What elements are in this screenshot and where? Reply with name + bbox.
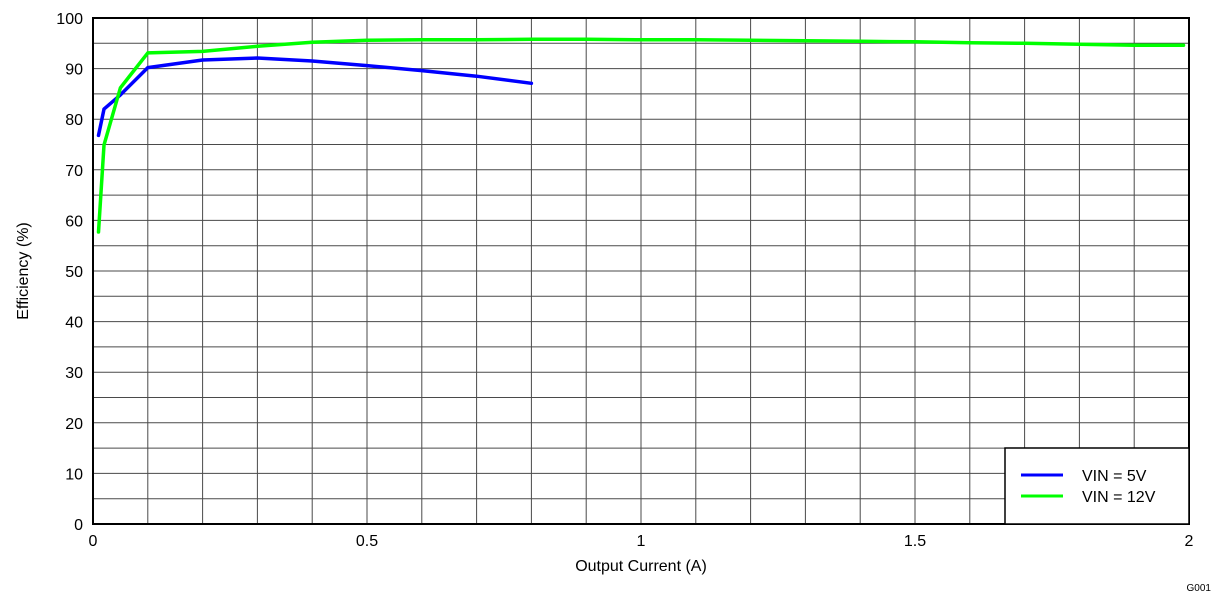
legend-label-vin-5v: VIN = 5V — [1082, 468, 1147, 485]
y-tick-label: 90 — [65, 62, 83, 79]
figure-id-label: G001 — [1187, 583, 1212, 592]
x-axis-ticks: 0 0.5 1 1.5 2 — [89, 533, 1194, 550]
series-layer — [96, 37, 1186, 234]
y-tick-label: 70 — [65, 163, 83, 180]
series-line-vin-5v — [96, 56, 534, 138]
x-tick-label: 1.5 — [904, 533, 926, 550]
x-tick-label: 0 — [89, 533, 98, 550]
y-tick-label: 80 — [65, 112, 83, 129]
x-axis-title: Output Current (A) — [575, 558, 707, 575]
y-tick-label: 100 — [56, 11, 83, 28]
legend-box — [1004, 447, 1190, 525]
plot-area-frame — [92, 17, 1190, 525]
y-tick-label: 50 — [65, 264, 83, 281]
y-axis-title: Efficiency (%) — [15, 222, 32, 320]
y-tick-label: 60 — [65, 213, 83, 230]
y-tick-label: 20 — [65, 416, 83, 433]
legend: VIN = 5V VIN = 12V — [1004, 447, 1190, 525]
y-tick-label: 30 — [65, 365, 83, 382]
x-tick-label: 0.5 — [356, 533, 378, 550]
y-tick-label: 10 — [65, 466, 83, 483]
y-tick-label: 0 — [74, 517, 83, 534]
series-line-vin-12v — [96, 37, 1186, 234]
x-tick-label: 1 — [637, 533, 646, 550]
y-axis-ticks: 0 10 20 30 40 50 60 70 80 90 100 — [56, 11, 83, 534]
legend-label-vin-12v: VIN = 12V — [1082, 489, 1156, 506]
x-tick-label: 2 — [1185, 533, 1194, 550]
y-tick-label: 40 — [65, 315, 83, 332]
